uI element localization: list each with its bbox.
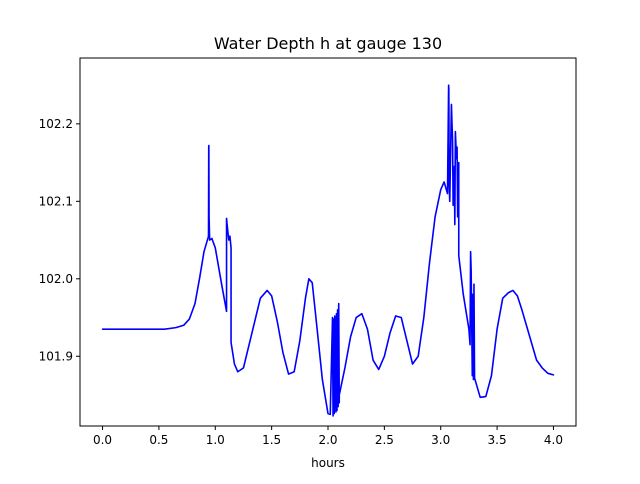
x-tick-label: 0.0	[93, 433, 112, 447]
x-tick-label: 4.0	[544, 433, 563, 447]
y-tick-label: 102.1	[39, 194, 73, 208]
x-axis-ticks: 0.0 0.5 1.0 1.5 2.0 2.5 3.0 3.5 4.0	[93, 426, 563, 447]
x-tick-label: 3.5	[488, 433, 507, 447]
series-line	[101, 84, 555, 417]
x-tick-label: 3.0	[431, 433, 450, 447]
plot-frame	[79, 57, 577, 427]
series-layer	[101, 84, 555, 417]
x-tick-label: 1.5	[262, 433, 281, 447]
y-tick-label: 102.2	[39, 117, 73, 131]
x-tick-label: 2.0	[318, 433, 337, 447]
x-tick-label: 2.5	[375, 433, 394, 447]
plot-area	[80, 58, 576, 426]
x-axis-label: hours	[311, 456, 345, 470]
x-tick-label: 1.0	[206, 433, 225, 447]
chart-title: Water Depth h at gauge 130	[214, 34, 442, 53]
x-tick-label: 0.5	[149, 433, 168, 447]
y-tick-label: 101.9	[39, 349, 73, 363]
y-tick-label: 102.0	[39, 272, 73, 286]
y-axis-ticks: 101.9 102.0 102.1 102.2	[39, 117, 80, 363]
